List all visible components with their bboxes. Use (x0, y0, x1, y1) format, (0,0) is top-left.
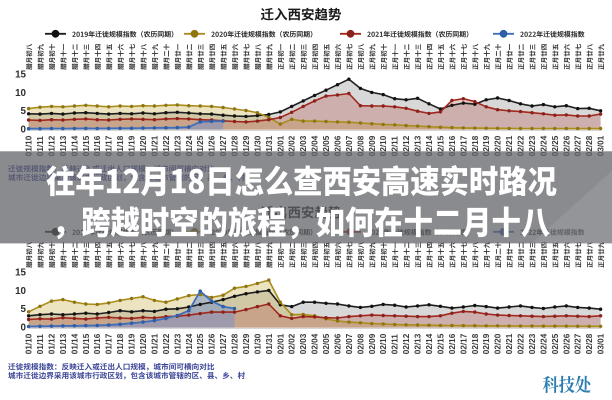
svg-text:02/11: 02/11 (391, 136, 400, 156)
svg-text:03/01: 03/01 (597, 135, 606, 156)
svg-text:01/14: 01/14 (70, 135, 79, 156)
svg-text:01/11: 01/11 (36, 136, 45, 156)
svg-text:02/24: 02/24 (539, 135, 548, 156)
svg-text:02/10: 02/10 (379, 135, 388, 156)
svg-text:10: 10 (15, 88, 26, 99)
svg-text:5: 5 (21, 106, 27, 117)
svg-text:02/08: 02/08 (356, 135, 365, 156)
svg-text:02/03: 02/03 (299, 135, 308, 156)
svg-text:15: 15 (15, 69, 26, 80)
svg-text:02/01: 02/01 (276, 135, 285, 156)
svg-text:02/06: 02/06 (334, 135, 343, 156)
svg-text:02/02: 02/02 (288, 135, 297, 156)
svg-text:01/19: 01/19 (128, 135, 137, 156)
svg-text:02/18: 02/18 (471, 135, 480, 156)
svg-text:01/10: 01/10 (25, 135, 34, 156)
svg-text:02/23: 02/23 (528, 135, 537, 156)
svg-text:02/14: 02/14 (425, 135, 434, 156)
svg-text:02/27: 02/27 (574, 135, 583, 156)
svg-text:02/26: 02/26 (562, 135, 571, 156)
svg-text:02/25: 02/25 (551, 135, 560, 156)
svg-text:01/29: 01/29 (242, 135, 251, 156)
svg-text:01/28: 01/28 (231, 135, 240, 156)
svg-text:01/15: 01/15 (82, 135, 91, 156)
svg-text:0: 0 (21, 125, 27, 136)
svg-text:01/17: 01/17 (105, 135, 114, 156)
svg-text:02/21: 02/21 (505, 135, 514, 156)
svg-text:01/18: 01/18 (116, 135, 125, 156)
svg-text:02/28: 02/28 (585, 135, 594, 156)
svg-text:01/20: 01/20 (139, 135, 148, 156)
svg-text:02/22: 02/22 (517, 135, 526, 156)
svg-text:01/23: 01/23 (173, 135, 182, 156)
svg-text:02/15: 02/15 (436, 135, 445, 156)
svg-text:02/09: 02/09 (368, 135, 377, 156)
svg-text:02/12: 02/12 (402, 135, 411, 156)
svg-text:02/19: 02/19 (482, 135, 491, 156)
svg-text:02/20: 02/20 (494, 135, 503, 156)
svg-text:02/17: 02/17 (459, 135, 468, 156)
svg-text:01/26: 01/26 (208, 135, 217, 156)
svg-text:02/04: 02/04 (311, 135, 320, 156)
svg-text:02/16: 02/16 (448, 135, 457, 156)
svg-text:01/31: 01/31 (265, 135, 274, 156)
svg-text:01/22: 01/22 (162, 135, 171, 156)
svg-text:01/25: 01/25 (196, 135, 205, 156)
svg-text:01/24: 01/24 (185, 135, 194, 156)
svg-text:02/13: 02/13 (414, 135, 423, 156)
svg-text:01/27: 01/27 (219, 135, 228, 156)
svg-text:01/12: 01/12 (48, 135, 57, 156)
svg-text:01/16: 01/16 (93, 135, 102, 156)
svg-text:01/30: 01/30 (253, 135, 262, 156)
svg-text:01/21: 01/21 (150, 135, 159, 156)
svg-text:02/05: 02/05 (322, 135, 331, 156)
svg-text:01/13: 01/13 (59, 135, 68, 156)
svg-text:02/07: 02/07 (345, 135, 354, 156)
